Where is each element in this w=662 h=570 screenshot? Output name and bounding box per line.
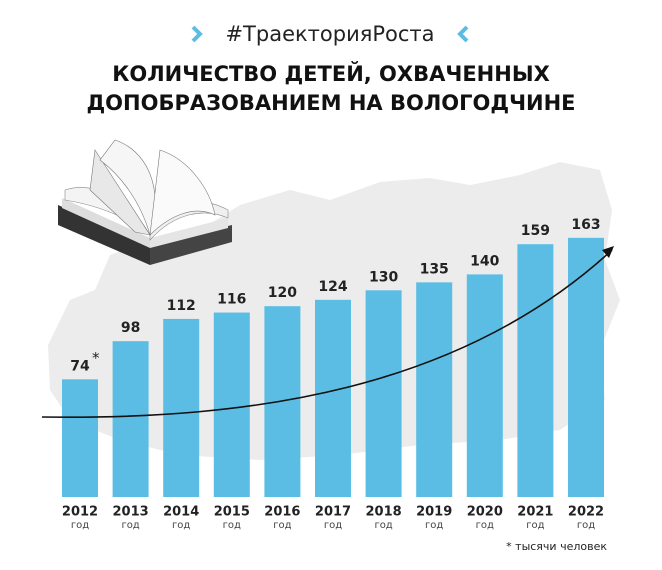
x-tick-sublabel: год xyxy=(121,520,139,531)
trend-arrow xyxy=(41,249,613,418)
bar xyxy=(213,312,250,497)
footnote-marker: * xyxy=(92,349,100,367)
x-tick-sublabel: год xyxy=(577,520,595,531)
x-tick-sublabel: год xyxy=(425,520,443,531)
x-tick-sublabel: год xyxy=(223,520,241,531)
bar xyxy=(112,341,149,497)
value-label: 140 xyxy=(470,253,499,269)
bar xyxy=(365,290,402,497)
chevron xyxy=(191,25,203,43)
x-tick-sublabel: год xyxy=(374,520,392,531)
x-tick-sublabel: год xyxy=(324,520,342,531)
bar xyxy=(315,299,351,497)
value-label: 135 xyxy=(420,261,449,277)
bar xyxy=(568,237,604,497)
footnote: * тысячи человек xyxy=(506,540,607,553)
value-label: 124 xyxy=(318,279,347,295)
chart-title: КОЛИЧЕСТВО ДЕТЕЙ, ОХВАЧЕННЫХ xyxy=(112,61,550,86)
x-tick-sublabel: год xyxy=(526,520,544,531)
x-tick-sublabel: год xyxy=(273,520,291,531)
bar xyxy=(466,274,503,497)
value-label: 116 xyxy=(217,292,246,308)
value-label: 74 xyxy=(70,358,90,374)
bar xyxy=(163,318,200,497)
x-tick-sublabel: год xyxy=(71,520,89,531)
value-label: 163 xyxy=(571,217,600,233)
chart-title: ДОПОБРАЗОВАНИЕМ НА ВОЛОГОДЧИНЕ xyxy=(86,91,575,115)
plot: 74 *2012год982013год1122014год1162015год1… xyxy=(62,217,604,531)
bar xyxy=(62,379,98,497)
bar xyxy=(517,244,554,497)
x-tick-label: 2021 xyxy=(517,505,553,520)
x-tick-label: 2018 xyxy=(366,505,402,520)
x-tick-label: 2017 xyxy=(315,505,351,520)
x-tick-label: 2022 xyxy=(568,505,604,520)
x-tick-label: 2013 xyxy=(113,505,149,520)
hashtag: #ТраекторияРоста xyxy=(225,22,434,46)
book-illustration xyxy=(58,139,232,265)
bar xyxy=(416,282,453,497)
chevron xyxy=(457,25,469,43)
value-label: 98 xyxy=(121,320,140,336)
x-tick-label: 2012 xyxy=(62,505,98,520)
arrow-head xyxy=(602,246,614,258)
x-tick-label: 2015 xyxy=(214,505,250,520)
value-label: 120 xyxy=(268,285,297,301)
x-tick-label: 2016 xyxy=(264,505,300,520)
x-tick-label: 2020 xyxy=(467,505,503,520)
value-label: 112 xyxy=(167,298,196,314)
x-tick-sublabel: год xyxy=(172,520,190,531)
value-label: 159 xyxy=(521,223,550,239)
x-tick-label: 2014 xyxy=(163,505,199,520)
x-tick-sublabel: год xyxy=(476,520,494,531)
x-tick-label: 2019 xyxy=(416,505,452,520)
value-label: 130 xyxy=(369,269,398,285)
